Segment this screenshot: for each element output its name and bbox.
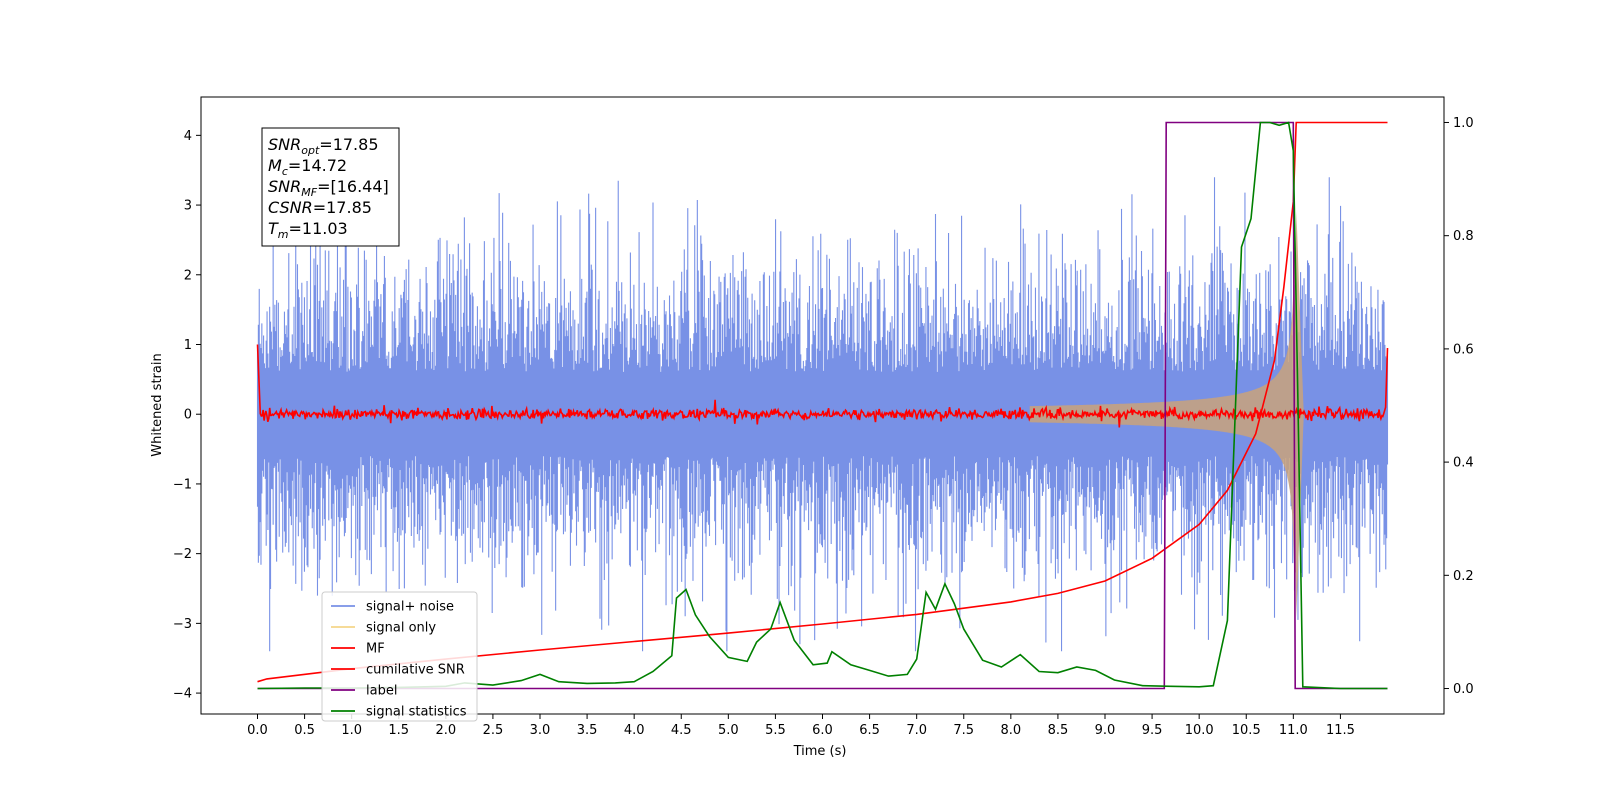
legend-entry: MF — [366, 642, 385, 657]
x-tick-label: 1.5 — [388, 723, 409, 738]
y-tick-label: −4 — [173, 687, 192, 702]
x-tick-label: 2.0 — [435, 723, 456, 738]
legend-frame — [321, 591, 478, 722]
x-tick-label: 0.0 — [247, 723, 268, 738]
annotation-frame — [261, 127, 400, 247]
x-tick-label: 8.0 — [1000, 723, 1021, 738]
y-axis-right: 0.0 0.2 0.4 0.6 0.8 1.0 — [1444, 116, 1474, 697]
x-tick-label: 4.0 — [624, 723, 645, 738]
legend: signal+ noise signal only MF cumilative SNR… — [321, 591, 478, 722]
x-tick-label: 7.0 — [906, 723, 927, 738]
x-tick-label: 5.5 — [765, 723, 786, 738]
y-axis-label: Whitened strain — [150, 353, 165, 456]
y2-tick-label: 0.4 — [1453, 456, 1474, 471]
y2-tick-label: 0.8 — [1453, 229, 1474, 244]
x-tick-label: 7.5 — [953, 723, 974, 738]
series-label — [257, 121, 1388, 690]
y2-tick-label: 0.0 — [1453, 682, 1474, 697]
x-tick-label: 9.0 — [1095, 723, 1116, 738]
x-tick-label: 3.5 — [577, 723, 598, 738]
annotation-line: SNRopt=17.85 — [268, 135, 379, 157]
y-tick-label: 1 — [184, 338, 192, 353]
x-tick-label: 11.5 — [1326, 723, 1355, 738]
y-tick-label: −3 — [173, 617, 192, 632]
x-tick-label: 6.5 — [859, 723, 880, 738]
x-tick-label: 4.5 — [671, 723, 692, 738]
legend-entry: label — [366, 684, 397, 699]
annotation-line: CSNR=17.85 — [268, 198, 372, 217]
x-tick-label: 9.5 — [1142, 723, 1163, 738]
x-tick-label: 1.0 — [341, 723, 362, 738]
x-tick-label: 0.5 — [294, 723, 315, 738]
annotation-line: Mc=14.72 — [268, 156, 347, 178]
x-axis-label: Time (s) — [793, 744, 847, 759]
legend-entry: signal+ noise — [366, 600, 454, 615]
x-tick-label: 6.0 — [812, 723, 833, 738]
x-tick-label: 10.0 — [1185, 723, 1214, 738]
x-axis: 0.0 0.5 1.0 1.5 2.0 2.5 3.0 3.5 4.0 4.5 5.0 5.5 6.0 6… — [247, 714, 1355, 738]
x-tick-label: 8.5 — [1048, 723, 1069, 738]
legend-entry: signal statistics — [366, 705, 467, 720]
annotation-line: Tm=11.03 — [268, 219, 348, 241]
legend-entry: signal only — [366, 621, 436, 636]
y-axis-left: −4 −3 −2 −1 0 1 2 3 4 — [173, 129, 201, 702]
series-cumilative-snr — [257, 121, 1388, 683]
y-tick-label: 2 — [184, 268, 192, 283]
y-tick-label: 0 — [184, 408, 192, 423]
y-tick-label: 3 — [184, 199, 192, 214]
x-tick-label: 11.0 — [1279, 723, 1308, 738]
x-tick-label: 2.5 — [483, 723, 504, 738]
y2-tick-label: 1.0 — [1453, 116, 1474, 131]
y2-tick-label: 0.2 — [1453, 569, 1474, 584]
series-layer — [256, 121, 1389, 690]
y2-tick-label: 0.6 — [1453, 342, 1474, 357]
annotation-box: SNRopt=17.85Mc=14.72SNRMF=[16.44]CSNR=17… — [261, 127, 400, 247]
x-tick-label: 10.5 — [1232, 723, 1261, 738]
x-tick-label: 3.0 — [530, 723, 551, 738]
series-mf — [256, 344, 1389, 428]
annotation-line: SNRMF=[16.44] — [268, 177, 389, 199]
y-tick-label: 4 — [184, 129, 192, 144]
series-signal-statistics — [257, 121, 1388, 690]
x-tick-label: 5.0 — [718, 723, 739, 738]
y-tick-label: −1 — [173, 477, 192, 492]
legend-entry: cumilative SNR — [366, 663, 465, 678]
y-tick-label: −2 — [173, 547, 192, 562]
